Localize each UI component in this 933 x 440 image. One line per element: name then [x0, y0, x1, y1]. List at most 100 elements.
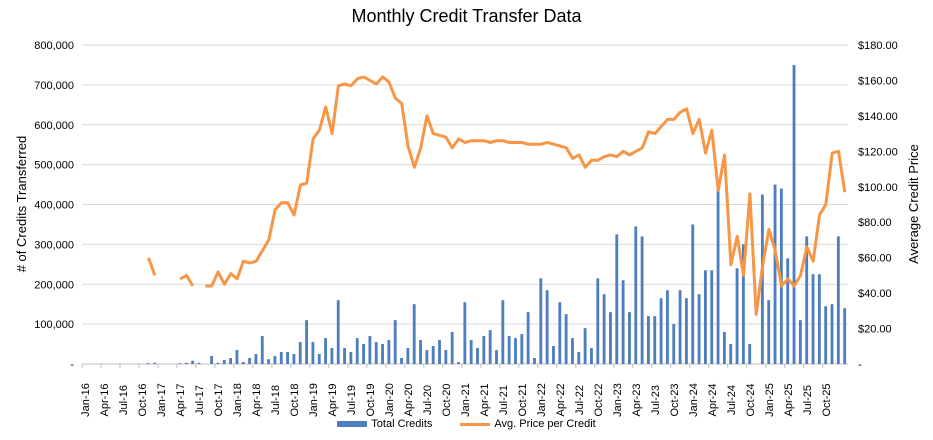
credit-bar — [425, 350, 429, 364]
credit-bar — [349, 352, 353, 364]
credit-bar — [634, 226, 638, 364]
credit-bar — [260, 336, 264, 364]
credit-bar — [343, 348, 346, 364]
x-tick-label: Oct-16 — [137, 383, 149, 416]
y2-tick-label: $60.00 — [858, 253, 892, 265]
credit-bar — [691, 224, 695, 364]
legend: Total Credits Avg. Price per Credit — [0, 418, 933, 430]
credit-bar — [431, 346, 435, 364]
y2-tick-label: $140.00 — [858, 111, 898, 123]
x-tick-label: Jul-16 — [118, 385, 130, 415]
x-tick-label: Jul-18 — [270, 385, 282, 415]
credit-bar — [552, 346, 555, 364]
credit-bar — [716, 186, 720, 364]
x-tick-label: Oct-19 — [365, 383, 377, 416]
x-tick-label: Apr-25 — [783, 383, 795, 416]
x-tick-label: Jul-25 — [802, 385, 814, 415]
y2-tick-label: $160.00 — [858, 75, 898, 87]
credit-bar — [241, 362, 245, 364]
credit-bar — [298, 342, 302, 364]
credit-bar — [621, 280, 625, 364]
credit-bar — [305, 320, 309, 364]
credit-bar — [381, 344, 384, 364]
x-tick-label: Oct-23 — [669, 383, 681, 416]
credit-bar — [665, 290, 669, 364]
price-line — [147, 257, 157, 276]
credit-bar — [590, 348, 593, 364]
credit-bar — [495, 350, 498, 364]
credit-bar — [311, 342, 315, 364]
credit-bar — [583, 328, 587, 364]
credit-bar — [216, 362, 220, 364]
credit-bar — [387, 340, 391, 364]
credit-bar — [178, 363, 182, 364]
credit-bar — [197, 362, 201, 364]
credit-bar — [488, 330, 492, 364]
credit-bar — [514, 338, 517, 364]
x-tick-label: Jan-18 — [232, 383, 244, 417]
credit-bar — [545, 290, 549, 364]
credit-bar — [324, 338, 327, 364]
credit-bar — [273, 356, 277, 364]
credit-bar — [406, 348, 410, 364]
credit-bar — [836, 236, 840, 364]
x-tick-label: Jul-21 — [498, 385, 510, 415]
credit-bar — [279, 352, 283, 364]
credit-bar — [672, 324, 676, 364]
x-tick-label: Apr-24 — [707, 383, 719, 416]
credit-bar — [779, 188, 783, 364]
x-tick-label: Jan-16 — [80, 383, 92, 417]
credit-bar — [254, 354, 258, 364]
credit-bar — [292, 354, 296, 364]
y2-axis-title: Average Credit Price — [906, 144, 921, 264]
x-tick-label: Jul-23 — [650, 385, 662, 415]
x-tick-label: Apr-21 — [479, 383, 491, 416]
legend-item-total-credits: Total Credits — [337, 418, 432, 430]
credit-bar — [520, 334, 524, 364]
credit-bar — [760, 194, 764, 364]
credit-bar — [153, 362, 157, 364]
credit-bar — [317, 354, 321, 364]
y-tick-label: 200,000 — [34, 279, 74, 291]
credit-bar — [457, 362, 460, 364]
legend-label-bars: Total Credits — [371, 418, 433, 430]
credit-bar — [729, 344, 733, 364]
credit-bar — [368, 336, 372, 364]
y2-tick-label: $80.00 — [858, 217, 892, 229]
credit-bar — [596, 278, 600, 364]
credit-bar — [773, 184, 777, 364]
credit-bar — [577, 352, 581, 364]
credit-bar — [235, 350, 239, 364]
credit-bar — [647, 316, 650, 364]
credit-bar — [191, 360, 195, 364]
y2-tick-label: $120.00 — [858, 146, 898, 158]
credit-bar — [229, 358, 233, 364]
y2-tick-label: $20.00 — [858, 324, 892, 336]
legend-item-avg-price: Avg. Price per Credit — [460, 418, 596, 430]
y-tick-label: 100,000 — [34, 319, 74, 331]
bar-swatch-icon — [337, 421, 368, 427]
credit-bar — [362, 344, 365, 364]
x-tick-label: Oct-21 — [517, 383, 529, 416]
credit-bar — [703, 270, 707, 364]
credit-bar — [330, 348, 334, 364]
credit-bar — [615, 234, 619, 364]
y-tick-label: - — [70, 359, 74, 371]
credit-bar — [355, 338, 359, 364]
y-tick-label: 600,000 — [34, 120, 74, 132]
y2-tick-label: $40.00 — [858, 288, 892, 300]
legend-label-line: Avg. Price per Credit — [494, 418, 596, 430]
credit-bar — [571, 338, 574, 364]
x-tick-label: Jan-20 — [384, 383, 396, 417]
credit-bar — [482, 336, 486, 364]
x-tick-label: Jul-24 — [726, 385, 738, 415]
credit-bar — [628, 312, 631, 364]
x-tick-label: Jan-21 — [460, 383, 472, 417]
y2-tick-label: - — [858, 359, 862, 371]
x-tick-label: Jan-22 — [536, 383, 548, 417]
x-tick-label: Oct-25 — [821, 383, 833, 416]
credit-bar — [824, 306, 828, 364]
credit-bar — [286, 352, 290, 364]
credit-bar — [476, 348, 479, 364]
